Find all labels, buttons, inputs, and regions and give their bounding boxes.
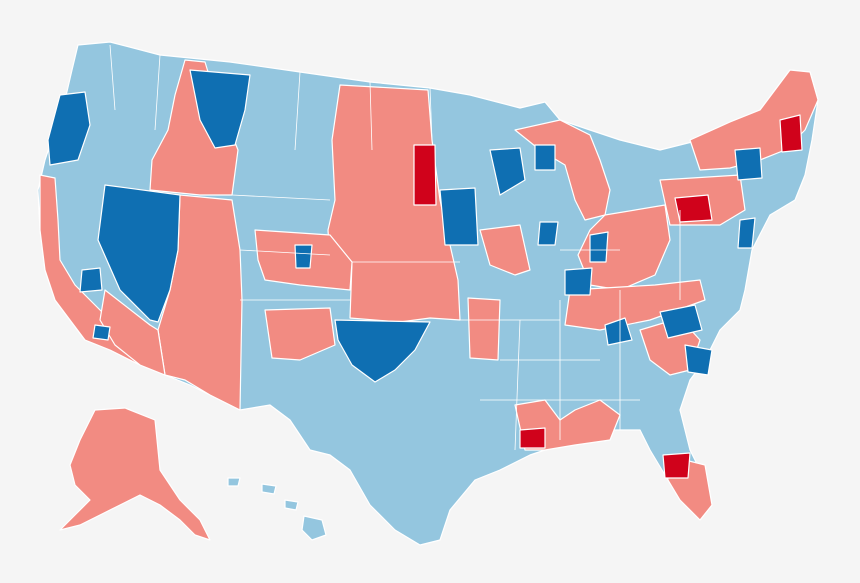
district-lines: [109, 44, 681, 451]
region-alaska: [59, 407, 211, 541]
region-virginia-north: [659, 304, 703, 339]
region-illinois-south: [564, 267, 593, 296]
region-oregon-west: [47, 91, 91, 166]
region-missouri: [479, 224, 531, 276]
region-minnesota: [439, 187, 479, 246]
region-wisconsin: [489, 147, 526, 196]
region-hawaii-4: [301, 515, 327, 541]
region-tennessee-mid: [604, 317, 633, 346]
region-texas-north: [334, 319, 431, 383]
region-montana-west: [189, 69, 251, 149]
region-colorado-blue: [294, 244, 313, 269]
region-wisconsin-east: [534, 144, 556, 171]
region-north-carolina: [684, 344, 713, 376]
region-hawaii-3: [284, 499, 299, 511]
region-louisiana-red: [519, 427, 546, 449]
region-bay-area: [92, 324, 111, 341]
region-ohio-blue: [537, 221, 559, 246]
region-maine-red: [779, 114, 803, 153]
region-pennsylvania-red: [674, 194, 713, 223]
region-iowa-red: [413, 144, 437, 206]
region-hawaii-1: [227, 477, 241, 487]
region-new-jersey: [737, 217, 756, 249]
region-hawaii-2: [261, 483, 277, 495]
region-michigan-east: [734, 147, 763, 181]
region-florida-red: [662, 452, 691, 479]
region-nevada: [97, 184, 181, 323]
region-socal-interior: [99, 289, 166, 376]
region-indiana-blue: [589, 231, 609, 263]
region-new-mexico: [264, 307, 336, 361]
region-socal-blue: [79, 267, 103, 293]
region-arkansas: [467, 297, 501, 361]
